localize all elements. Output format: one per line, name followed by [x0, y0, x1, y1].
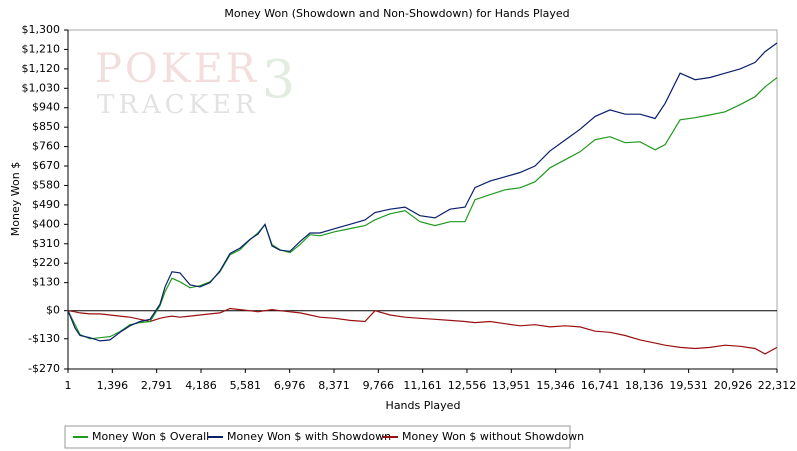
x-tick-label: 19,531: [669, 379, 708, 392]
legend: [64, 425, 571, 449]
x-tick-label: 12,556: [448, 379, 487, 392]
y-tick-label: $670: [32, 159, 60, 172]
watermark: TRACKER: [97, 90, 259, 120]
y-tick-label: $940: [32, 101, 60, 114]
y-tick-label: $1,030: [22, 81, 61, 94]
x-tick-label: 1,396: [97, 379, 129, 392]
x-tick-label: 16,741: [581, 379, 620, 392]
x-tick-label: 5,581: [230, 379, 262, 392]
x-tick-label: 9,766: [363, 379, 395, 392]
watermark: 3: [262, 51, 295, 111]
y-tick-label: $0: [46, 304, 60, 317]
y-tick-label: $220: [32, 256, 60, 269]
series-line: [67, 307, 778, 355]
legend-label: Money Won $ Overall: [92, 430, 209, 443]
y-tick-label: $1,120: [22, 62, 61, 75]
x-axis-title: Hands Played: [386, 399, 461, 412]
y-tick-label: -$130: [28, 332, 60, 345]
y-tick-label: $490: [32, 198, 60, 211]
x-tick-label: 13,951: [492, 379, 531, 392]
x-tick-label: 18,136: [625, 379, 664, 392]
legend-label: Money Won $ without Showdown: [402, 430, 584, 443]
y-tick-label: $850: [32, 120, 60, 133]
y-tick-label: $1,210: [22, 42, 61, 55]
x-tick-label: 6,976: [274, 379, 306, 392]
y-tick-label: $580: [32, 178, 60, 191]
legend-label: Money Won $ with Showdown: [227, 430, 391, 443]
x-tick-label: 2,791: [141, 379, 173, 392]
y-tick-label: $400: [32, 217, 60, 230]
x-tick-label: 1: [65, 379, 72, 392]
x-tick-label: 22,312: [758, 379, 797, 392]
x-tick-label: 15,346: [536, 379, 575, 392]
x-tick-label: 11,161: [403, 379, 442, 392]
series-line: [67, 42, 778, 342]
y-tick-label: $130: [32, 276, 60, 289]
x-tick-label: 4,186: [185, 379, 217, 392]
chart-title: Money Won (Showdown and Non-Showdown) fo…: [224, 7, 569, 20]
watermark: POKER: [95, 46, 259, 92]
y-tick-label: $1,300: [22, 23, 61, 36]
y-axis-title: Money Won $: [9, 162, 22, 236]
y-tick-label: $310: [32, 237, 60, 250]
x-tick-label: 20,926: [714, 379, 753, 392]
y-tick-label: -$270: [28, 362, 60, 375]
series-line: [67, 77, 778, 340]
y-tick-label: $760: [32, 140, 60, 153]
x-tick-label: 8,371: [318, 379, 350, 392]
